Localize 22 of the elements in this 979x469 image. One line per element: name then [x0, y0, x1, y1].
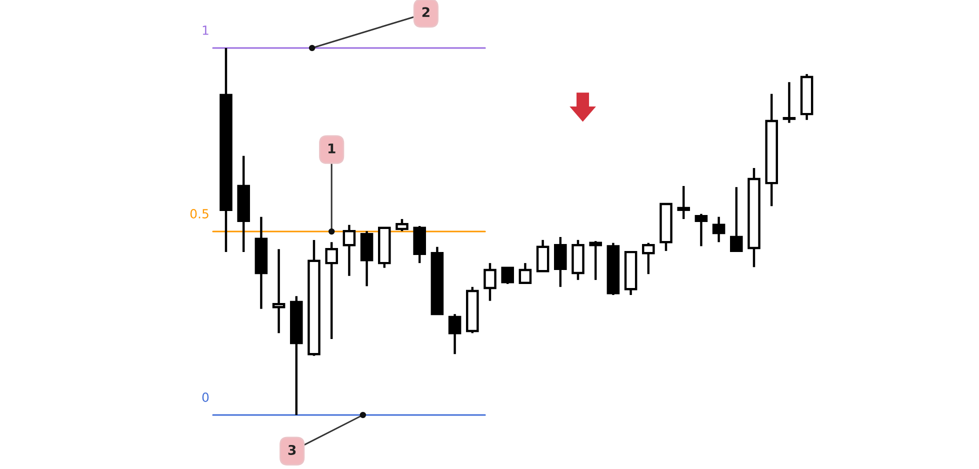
annotation: 3 — [288, 444, 296, 455]
ref-line-label: 1 — [202, 26, 208, 35]
candlestick — [272, 248, 286, 334]
candlestick — [642, 242, 655, 276]
candlestick — [484, 262, 496, 302]
candlestick — [730, 186, 743, 252]
candlestick — [342, 224, 356, 278]
candlestick — [554, 236, 567, 288]
annotation: 2 — [422, 7, 430, 17]
candlestick — [782, 81, 796, 124]
candlestick — [501, 266, 514, 286]
ref-line-label: 0.5 — [190, 209, 208, 218]
candlestick — [518, 262, 532, 284]
candlestick — [589, 240, 602, 282]
candlestick — [448, 312, 462, 356]
candlestick — [325, 241, 338, 340]
ref-line-label: 0 — [202, 392, 209, 402]
annotation: 1 — [328, 144, 336, 154]
candlestick — [677, 184, 690, 220]
candlestick — [694, 212, 708, 248]
candlestick — [712, 216, 726, 244]
candlestick — [396, 218, 408, 232]
